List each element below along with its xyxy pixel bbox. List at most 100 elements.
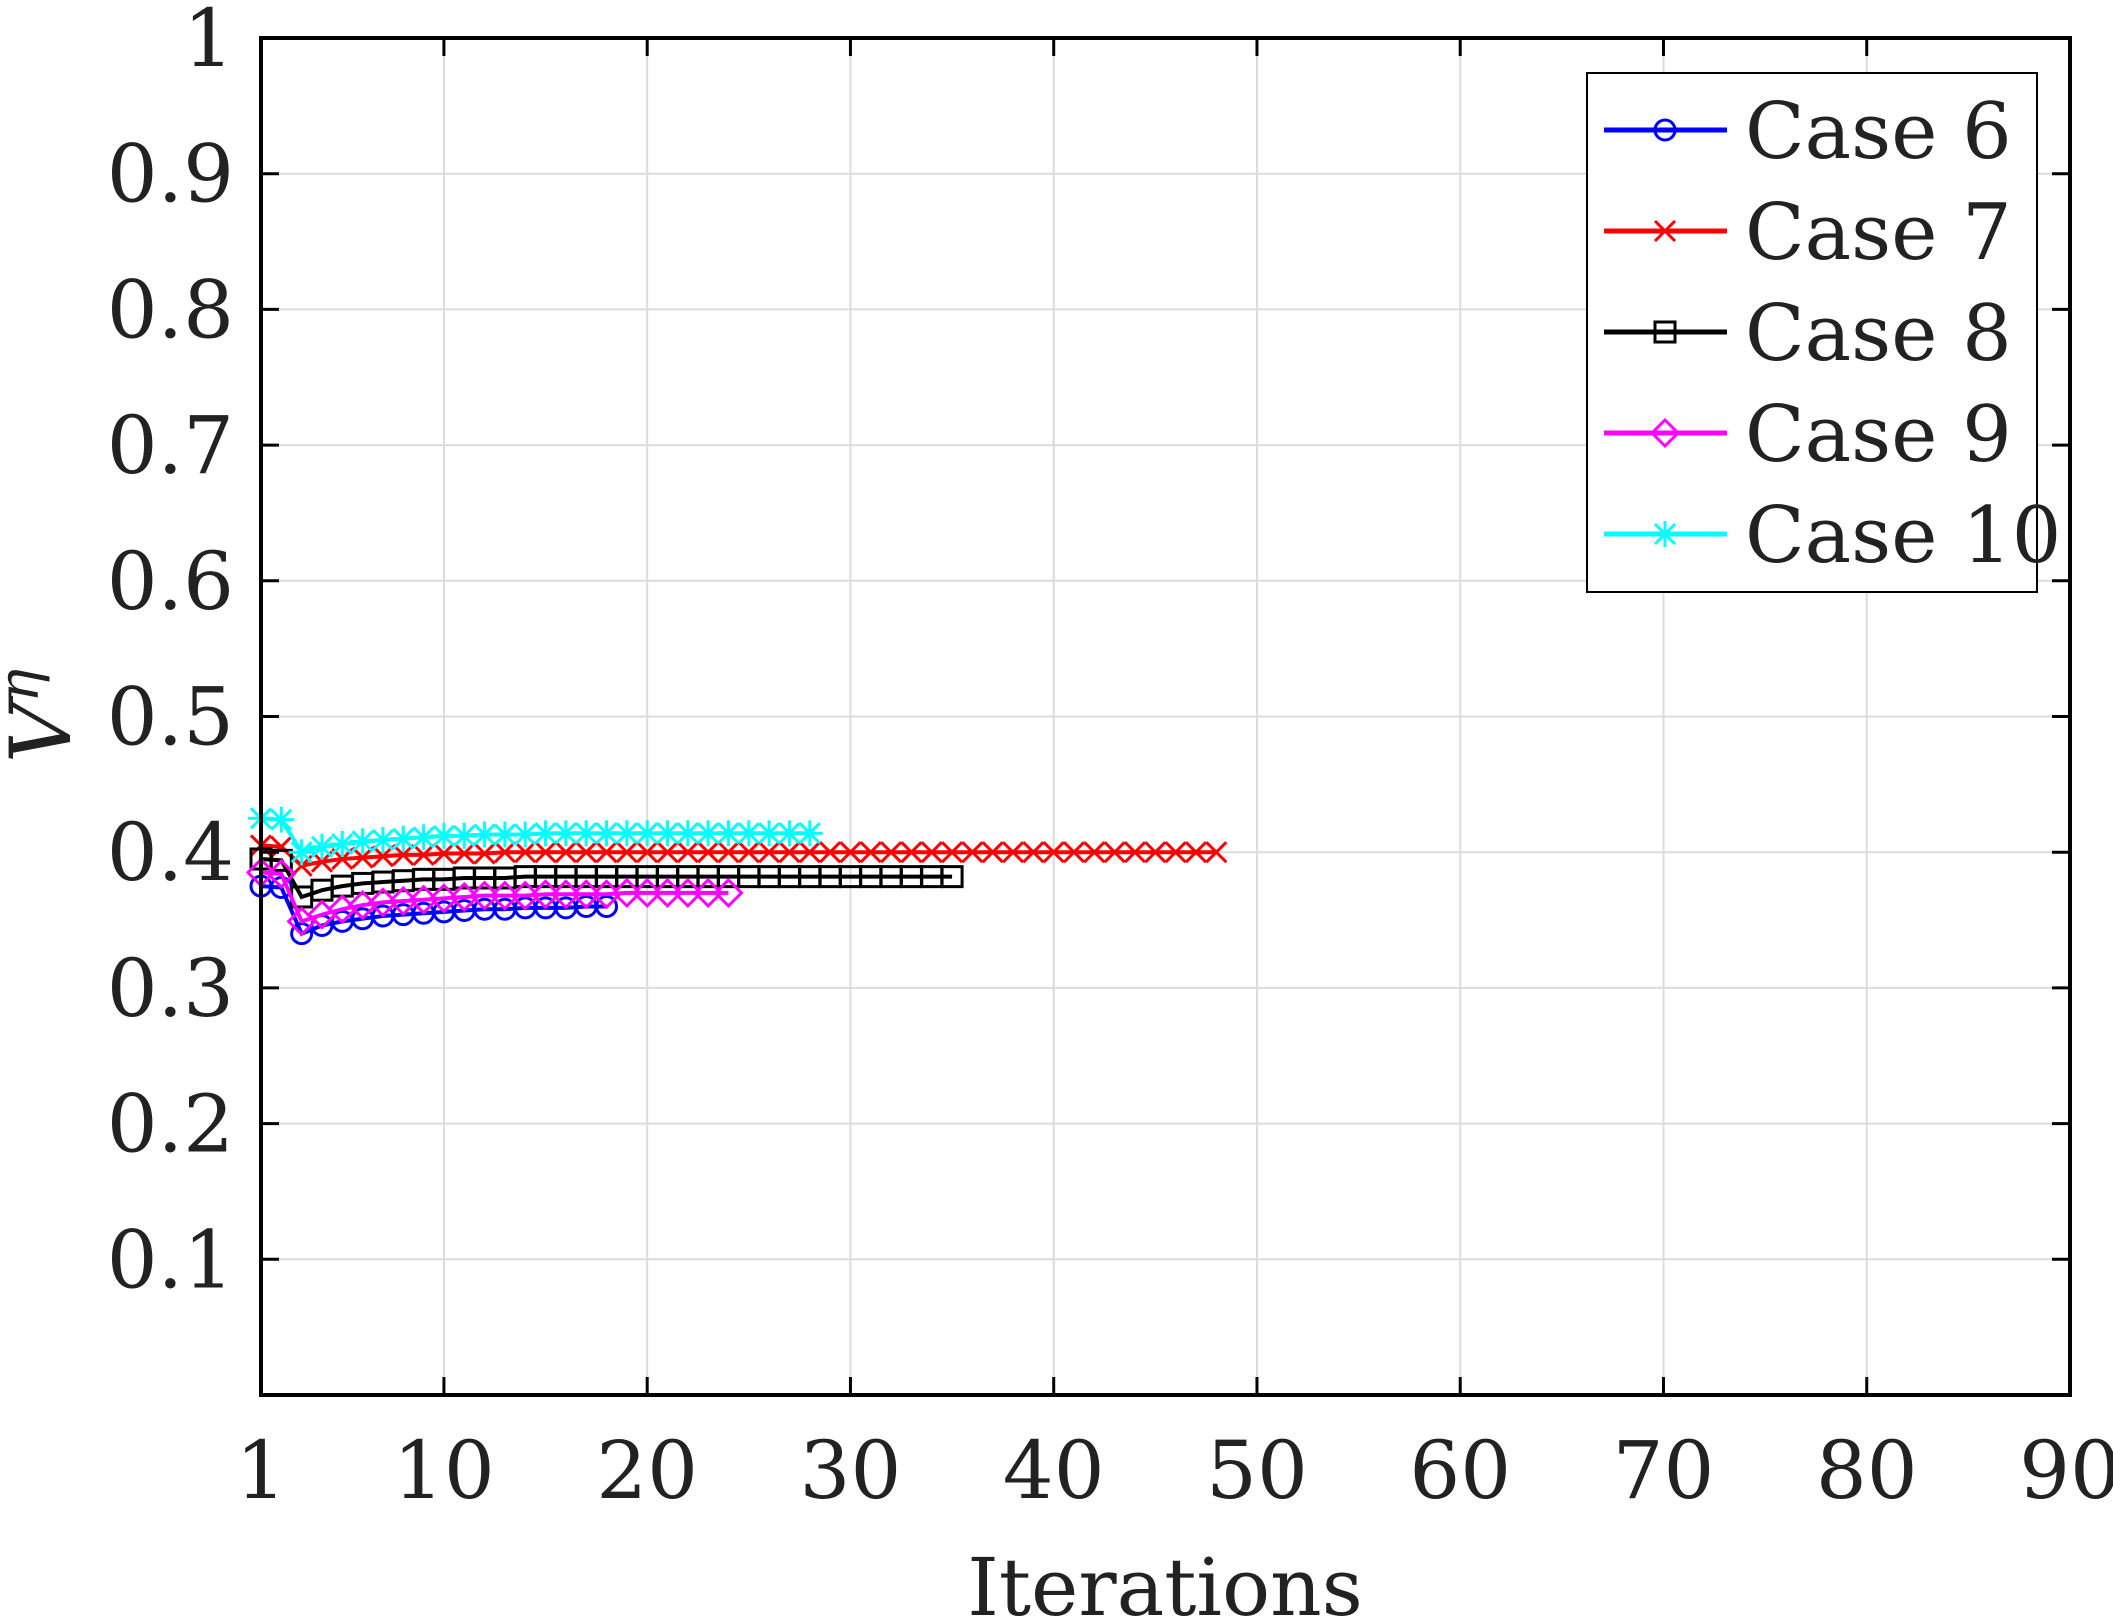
data-point [1164,841,1187,864]
x-tick-label: 70 [1613,1424,1715,1517]
data-point [695,820,722,847]
legend-entry: Case 10 [1604,491,2061,581]
series-line [260,843,1217,868]
data-point [534,841,557,864]
x-tick-label: 90 [2019,1424,2113,1517]
legend-entry: Case 7 [1604,188,2012,278]
legend-label: Case 9 [1745,390,2012,480]
data-point [656,841,679,864]
data-point [717,841,740,864]
data-point [672,877,703,909]
series-case-8 [249,847,964,909]
y-tick-label: 0.6 [107,535,234,628]
data-point [550,879,582,910]
legend-entry: Case 6 [1604,87,2012,177]
data-point [693,877,724,909]
data-point [1062,841,1086,864]
x-tick-label: 40 [1003,1424,1105,1517]
data-point [371,845,395,868]
data-point [329,831,356,858]
data-point [1653,219,1677,243]
data-point [920,841,943,864]
series-case-7 [249,834,1228,877]
data-point [290,922,314,946]
data-point [571,879,602,910]
data-point [900,841,923,864]
data-point [1083,841,1106,864]
data-point [611,877,642,909]
data-point [1103,841,1126,864]
data-point [349,828,376,855]
data-point [737,841,760,864]
data-point [940,865,964,889]
data-point [552,820,579,847]
svg-text:Vη: Vη [0,669,90,763]
y-axis-label: Vη [0,669,90,763]
data-point [412,843,435,866]
x-tick-label: 20 [596,1424,698,1517]
data-point [595,894,619,918]
data-point [634,820,661,847]
data-point [530,879,561,910]
data-point [636,841,659,864]
data-point [615,841,638,864]
data-point [390,825,417,852]
y-axis-label-base: V [0,695,90,763]
data-point [632,877,663,909]
data-point [735,820,762,847]
data-point [1205,841,1228,864]
axis-ticks [259,36,2072,1395]
data-point [756,820,783,847]
data-point [554,841,577,864]
data-point [453,842,476,865]
data-point [981,841,1004,864]
x-axis-label: Iterations [967,1541,1363,1624]
data-point [1042,841,1065,864]
series-case-9 [245,857,744,937]
data-point [469,880,500,911]
data-point [491,821,518,848]
x-tick-label: 1 [236,1424,287,1517]
data-point [1184,841,1208,864]
x-tick-label: 30 [800,1424,902,1517]
x-tick-label: 10 [393,1424,495,1517]
data-point [288,839,315,866]
y-tick-label: 0.1 [107,1213,234,1306]
x-tick-label: 50 [1206,1424,1308,1517]
y-tick-label: 0.4 [107,806,234,899]
data-point [674,820,701,847]
data-point [471,821,498,848]
data-point [1022,841,1045,864]
data-point [796,820,823,847]
data-point [595,841,618,864]
series-line [260,870,729,924]
data-point [308,833,335,860]
data-point [697,841,720,864]
data-point [575,841,598,864]
y-tick-label: 0.3 [107,942,234,1035]
series-layer [245,805,1228,946]
y-tick-label: 0.9 [107,128,234,221]
data-point [1652,521,1678,547]
data-point [713,877,744,909]
x-tick-labels: 1 10 20 30 40 50 60 70 80 90 [236,1424,2113,1517]
data-point [512,821,539,848]
data-point [268,806,295,833]
data-point [493,841,516,864]
data-point [1653,118,1677,142]
data-point [652,877,683,909]
y-axis-label-superscript: η [0,669,52,703]
y-tick-label: 0.2 [107,1078,234,1171]
y-tick-label: 0.5 [107,671,234,764]
data-point [613,820,640,847]
y-tick-label: 0.8 [107,263,234,356]
data-point [432,842,455,865]
data-point [654,820,681,847]
data-point [473,842,496,865]
y-tick-labels: 0.1 0.2 0.3 0.4 0.5 0.6 0.7 0.8 0.9 1 [107,0,234,1306]
x-tick-label: 60 [1409,1424,1511,1517]
legend: Case 6 Case 7 Case 8 Case 9 Case 10 [1586,72,2061,593]
data-point [392,843,415,866]
data-point [514,841,537,864]
data-point [266,858,297,890]
